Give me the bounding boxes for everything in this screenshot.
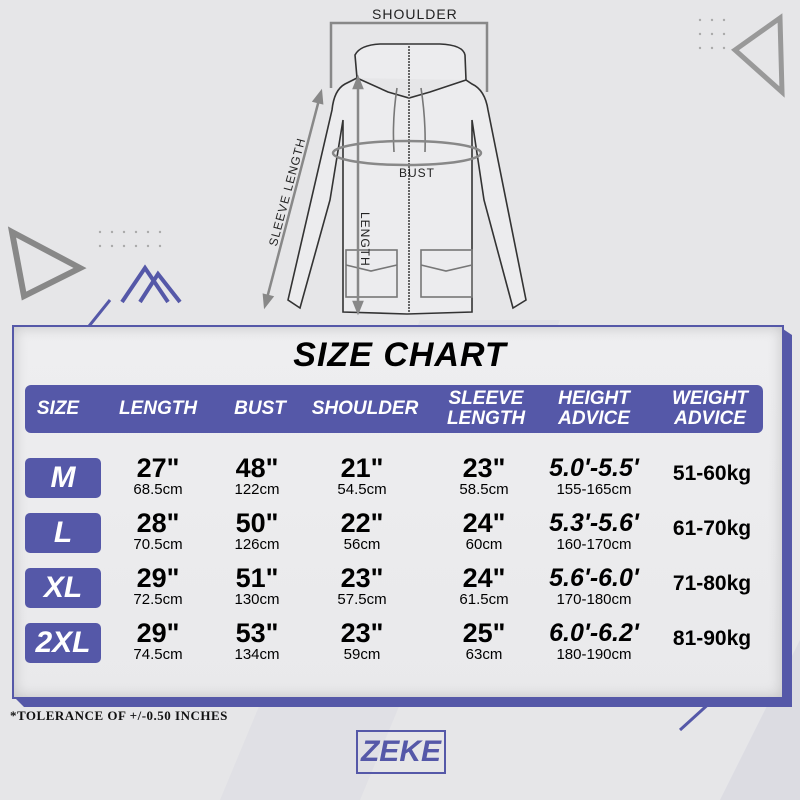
sleeve-cell: 23" 58.5cm [429,454,539,498]
chart-title: SIZE CHART [293,336,507,374]
length-cell: 29" 74.5cm [103,619,213,663]
sleeve-inches: 25" [462,618,506,648]
height-cm: 160-170cm [556,536,632,553]
table-row: 2XL 29" 74.5cm 53" 134cm 23" 59cm 25" 63cm 6… [0,619,800,669]
bust-cell: 50" 126cm [202,509,312,553]
shoulder-cell: 21" 54.5cm [307,454,417,498]
height-feet: 6.0'-6.2' [549,619,639,647]
size-badge: XL [25,568,101,608]
table-row: XL 29" 72.5cm 51" 130cm 23" 57.5cm 24" 61.5c… [0,564,800,614]
length-inches: 28" [136,508,180,538]
height-cell: 5.3'-5.6' 160-170cm [529,509,659,553]
sleeve-cm: 63cm [465,646,503,663]
length-label: LENGTH [358,212,372,267]
shoulder-cm: 56cm [343,536,381,553]
bust-inches: 48" [235,453,279,483]
header-length: LENGTH [118,398,198,419]
mountain-icon [120,264,182,304]
sleeve-cm: 60cm [465,536,503,553]
height-cm: 170-180cm [556,591,632,608]
triangle-logo-icon-left [7,226,87,301]
height-feet: 5.0'-5.5' [549,454,639,482]
weight-cell: 81-90kg [672,627,752,650]
height-feet: 5.6'-6.0' [549,564,639,592]
shoulder-label: SHOULDER [372,6,458,22]
sleeve-inches: 23" [462,453,506,483]
shoulder-cell: 22" 56cm [307,509,417,553]
header-size: SIZE [36,398,80,419]
shoulder-cell: 23" 57.5cm [307,564,417,608]
shoulder-cm: 54.5cm [337,481,387,498]
sleeve-cell: 24" 60cm [429,509,539,553]
bust-cm: 130cm [234,591,280,608]
weight-cell: 51-60kg [672,462,752,485]
header-height-advice: HEIGHT ADVICE [544,385,644,433]
sleeve-inches: 24" [462,563,506,593]
length-cm: 74.5cm [133,646,183,663]
bust-cm: 126cm [234,536,280,553]
header-sleeve-line2: LENGTH [446,408,526,429]
length-cell: 27" 68.5cm [103,454,213,498]
header-height-line1: HEIGHT [558,388,630,409]
header-shoulder: SHOULDER [311,398,419,419]
bust-label: BUST [399,166,436,180]
header-sleeve-length: SLEEVE LENGTH [435,385,537,433]
shoulder-inches: 21" [340,453,384,483]
table-row: M 27" 68.5cm 48" 122cm 21" 54.5cm 23" 58.5cm… [0,454,800,504]
length-inches: 27" [136,453,180,483]
height-cm: 180-190cm [556,646,632,663]
header-weight-line2: ADVICE [674,408,746,429]
length-cm: 68.5cm [133,481,183,498]
height-cell: 5.0'-5.5' 155-165cm [529,454,659,498]
brand-logo: ZEKE [356,730,446,774]
tolerance-note: *TOLERANCE OF +/-0.50 INCHES [10,708,228,723]
sleeve-inches: 24" [462,508,506,538]
bust-inches: 53" [235,618,279,648]
length-cell: 28" 70.5cm [103,509,213,553]
sleeve-cell: 24" 61.5cm [429,564,539,608]
shoulder-inches: 23" [340,618,384,648]
header-bust: BUST [234,398,286,419]
bust-inches: 50" [235,508,279,538]
bust-cm: 122cm [234,481,280,498]
bust-cell: 53" 134cm [202,619,312,663]
measurement-lines [262,21,489,316]
hoodie-diagram [287,43,527,315]
bust-cell: 48" 122cm [202,454,312,498]
length-cm: 70.5cm [133,536,183,553]
height-cell: 5.6'-6.0' 170-180cm [529,564,659,608]
shoulder-cm: 57.5cm [337,591,387,608]
header-weight-advice: WEIGHT ADVICE [655,385,765,433]
header-height-line2: ADVICE [558,408,630,429]
length-inches: 29" [136,618,180,648]
length-cm: 72.5cm [133,591,183,608]
size-badge: M [25,458,101,498]
length-inches: 29" [136,563,180,593]
size-badge: 2XL [25,623,101,663]
length-cell: 29" 72.5cm [103,564,213,608]
sleeve-cm: 58.5cm [459,481,509,498]
height-cm: 155-165cm [556,481,632,498]
shoulder-inches: 23" [340,563,384,593]
shoulder-inches: 22" [340,508,384,538]
shoulder-cell: 23" 59cm [307,619,417,663]
header-sleeve-line1: SLEEVE [448,388,524,409]
bust-cell: 51" 130cm [202,564,312,608]
weight-cell: 61-70kg [672,517,752,540]
table-row: L 28" 70.5cm 50" 126cm 22" 56cm 24" 60cm 5.3… [0,509,800,559]
sleeve-cell: 25" 63cm [429,619,539,663]
weight-cell: 71-80kg [672,572,752,595]
bust-cm: 134cm [234,646,280,663]
triangle-logo-icon-right [730,13,785,98]
height-feet: 5.3'-5.6' [549,509,639,537]
dot-grid-decoration [98,18,726,248]
header-weight-line1: WEIGHT [672,388,748,409]
table-header: SIZE LENGTH BUST SHOULDER SLEEVE LENGTH H… [25,385,763,433]
bust-inches: 51" [235,563,279,593]
size-badge: L [25,513,101,553]
sleeve-cm: 61.5cm [459,591,509,608]
height-cell: 6.0'-6.2' 180-190cm [529,619,659,663]
shoulder-cm: 59cm [343,646,381,663]
